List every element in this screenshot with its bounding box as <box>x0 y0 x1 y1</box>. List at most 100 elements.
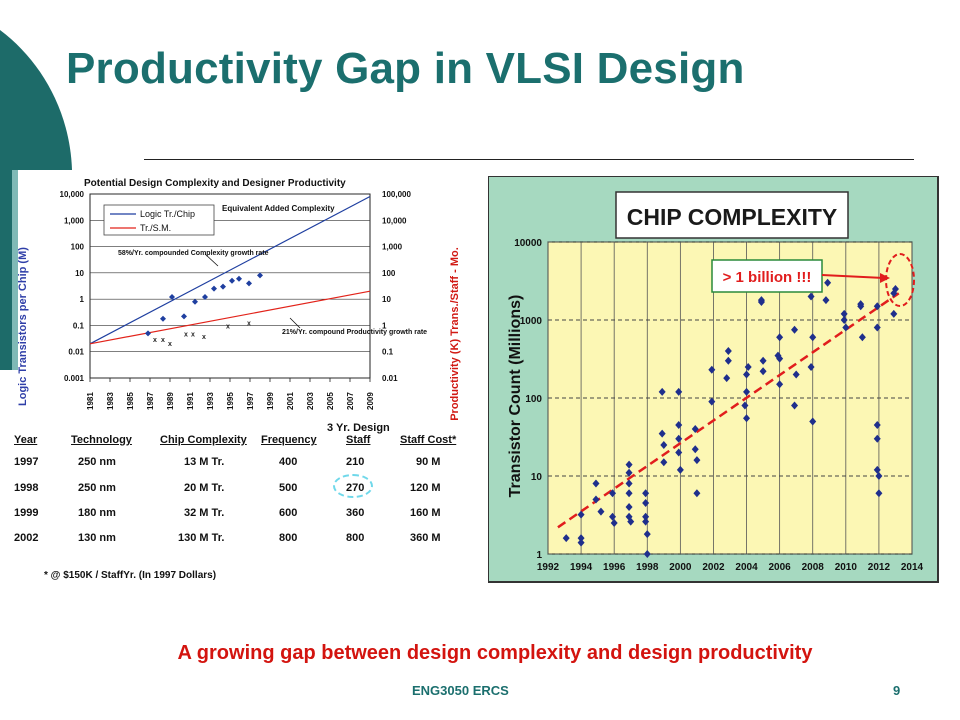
table-header: Chip Complexity <box>160 434 247 446</box>
right-y-tick-label: 1000 <box>520 316 543 327</box>
left-y-tick-label: 1,000 <box>64 216 85 225</box>
transistor-count-point <box>891 284 899 293</box>
transistor-count-point <box>807 292 815 301</box>
transistor-count-point <box>660 440 668 449</box>
left-y-tick-label: 10 <box>75 269 84 278</box>
legend-label-tr-sm: Tr./S.M. <box>140 223 171 233</box>
transistor-count-point <box>792 370 800 379</box>
right-chart-title: CHIP COMPLEXITY <box>627 204 837 230</box>
slide-footer: ENG3050 ERCS <box>412 683 509 698</box>
transistor-count-point <box>857 302 865 311</box>
left-y2-tick-label: 100,000 <box>382 190 411 199</box>
right-trend-line <box>557 292 900 529</box>
transistor-count-point <box>824 278 832 287</box>
table-cell: 130 nm <box>78 532 116 544</box>
transistor-count-point <box>625 512 633 521</box>
complexity-point <box>211 285 217 292</box>
right-x-tick-label: 2002 <box>702 562 725 573</box>
transistor-count-point <box>842 323 850 332</box>
table-row: 1997 250 nm 13 M Tr. 400 210 90 M <box>14 456 464 470</box>
left-x-tick-label: 2003 <box>306 392 315 410</box>
billion-callout-arrowhead <box>880 273 890 283</box>
annotation-productivity: 21%/Yr. compound Productivity growth rat… <box>282 329 427 336</box>
transistor-count-point <box>759 356 767 365</box>
left-x-tick-label: 1993 <box>206 392 215 410</box>
table-cell: 800 <box>279 532 298 544</box>
left-y2-tick-label: 10 <box>382 295 391 304</box>
transistor-count-point <box>625 503 633 512</box>
left-x-tick-label: 1981 <box>86 392 95 410</box>
left-x-tick-label: 1995 <box>226 392 235 410</box>
right-trend-line <box>557 292 900 529</box>
transistor-count-point <box>643 530 651 539</box>
page-number: 9 <box>893 683 901 698</box>
transistor-count-point <box>642 512 650 521</box>
transistor-count-point <box>822 296 830 305</box>
right-x-tick-label: 2014 <box>901 562 924 573</box>
productivity-point: x <box>247 320 251 327</box>
right-x-tick-label: 1996 <box>603 562 626 573</box>
transistor-count-point <box>743 387 751 396</box>
transistor-count-point <box>743 414 751 423</box>
transistor-count-point <box>610 518 618 527</box>
transistor-count-point <box>741 401 749 410</box>
transistor-count-point <box>577 538 585 547</box>
transistor-count-point <box>660 458 668 467</box>
design-productivity-chart: Potential Design Complexity and Designer… <box>17 178 461 421</box>
transistor-count-point <box>609 512 617 521</box>
productivity-point: x <box>168 341 172 348</box>
transistor-count-point <box>562 534 570 543</box>
annotation-equivalent: Equivalent Added Complexity <box>222 204 335 213</box>
right-x-tick-label: 1992 <box>537 562 560 573</box>
transistor-count-point <box>724 356 732 365</box>
table-cell: 600 <box>279 507 298 519</box>
right-x-tick-label: 2004 <box>735 562 758 573</box>
annotation-productivity-text: 21%/Yr. compound Productivity growth rat… <box>282 329 427 336</box>
design-note: 3 Yr. Design <box>327 422 390 434</box>
transistor-count-point <box>625 489 633 498</box>
table-cell: 13 M Tr. <box>184 456 225 468</box>
table-cell: 500 <box>279 482 298 494</box>
left-y-tick-label: 10,000 <box>60 190 85 199</box>
left-y-tick-label: 100 <box>71 243 85 252</box>
table-cell: 360 M <box>410 532 441 544</box>
left-y2-tick-label: 0.01 <box>382 374 398 383</box>
slide-caption: A growing gap between design complexity … <box>177 642 813 664</box>
transistor-count-point <box>776 380 784 389</box>
table-header: Staff <box>346 434 371 446</box>
transistor-count-point <box>875 489 883 498</box>
complexity-point <box>145 330 151 337</box>
table-row: 2002 130 nm 130 M Tr. 800 800 360 M <box>14 532 464 546</box>
left-legend-box <box>103 204 215 236</box>
table-cell: 360 <box>346 507 365 519</box>
transistor-count-point <box>625 468 633 477</box>
right-y-axis-label: Transistor Count (Millions) <box>507 295 524 498</box>
transistor-count-point <box>642 517 650 526</box>
billion-highlight-ellipse <box>885 253 915 307</box>
transistor-count-point <box>873 421 881 430</box>
left-y-tick-label: 0.01 <box>68 348 84 357</box>
left-x-tick-label: 1987 <box>146 392 155 410</box>
table-cell: 32 M Tr. <box>184 507 225 519</box>
left-x-tick-label: 1991 <box>186 392 195 410</box>
transistor-count-point <box>675 448 683 457</box>
transistor-count-point <box>840 309 848 318</box>
slide-title: Productivity Gap in VLSI Design <box>66 44 745 93</box>
arrow-productivity <box>289 317 301 329</box>
annotation-complexity: 58%/Yr. compounded Complexity growth rat… <box>118 250 269 257</box>
table-cell: 250 nm <box>78 482 116 494</box>
table-cell: 400 <box>279 456 298 468</box>
transistor-count-point <box>723 374 731 383</box>
transistor-count-point <box>658 387 666 396</box>
transistor-count-point <box>791 401 799 410</box>
left-x-tick-label: 1989 <box>166 392 175 410</box>
right-x-tick-label: 2000 <box>669 562 692 573</box>
table-cell: 20 M Tr. <box>184 482 225 494</box>
left-series-line <box>89 195 371 345</box>
right-y-tick-label: 10 <box>531 472 543 483</box>
table-row: 1998 250 nm 20 M Tr. 500 270 120 M <box>14 482 464 496</box>
transistor-count-point <box>873 323 881 332</box>
left-y2-tick-label: 100 <box>382 269 396 278</box>
transistor-count-point <box>873 302 881 311</box>
complexity-point <box>236 275 242 282</box>
